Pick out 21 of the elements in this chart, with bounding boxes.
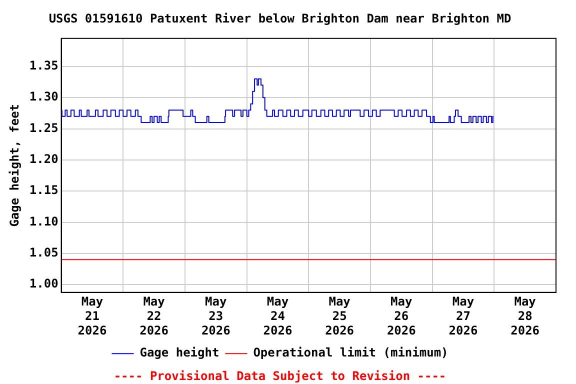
legend-label: Operational limit (minimum) bbox=[253, 346, 448, 360]
x-tick-label: May 26 2026 bbox=[386, 294, 416, 338]
y-tick-label: 1.25 bbox=[29, 120, 58, 135]
legend-label: Gage height bbox=[140, 346, 220, 360]
y-tick-label: 1.00 bbox=[29, 276, 58, 291]
x-tick-label: May 27 2026 bbox=[448, 294, 478, 338]
x-tick-label: May 22 2026 bbox=[140, 294, 169, 338]
y-tick-label: 1.15 bbox=[29, 183, 58, 198]
y-tick-label: 1.30 bbox=[29, 90, 58, 104]
y-tick-label: 1.35 bbox=[29, 58, 58, 73]
y-axis-title: Gage height, feet bbox=[7, 104, 22, 227]
x-tick-label: May 23 2026 bbox=[201, 294, 230, 338]
x-tick-label: May 28 2026 bbox=[510, 294, 540, 338]
chart-title: USGS 01591610 Patuxent River below Brighton Dam near Brighton MD bbox=[48, 11, 512, 26]
y-tick-label: 1.05 bbox=[29, 246, 58, 260]
x-tick-label: May 25 2026 bbox=[325, 294, 354, 338]
x-tick-label: May 24 2026 bbox=[263, 294, 292, 338]
y-tick-label: 1.20 bbox=[29, 152, 58, 166]
text: ---- Provisional Data Subject to Revision ---- bbox=[114, 368, 446, 383]
x-tick-label: May 21 2026 bbox=[78, 294, 107, 338]
y-tick-label: 1.10 bbox=[29, 214, 58, 228]
